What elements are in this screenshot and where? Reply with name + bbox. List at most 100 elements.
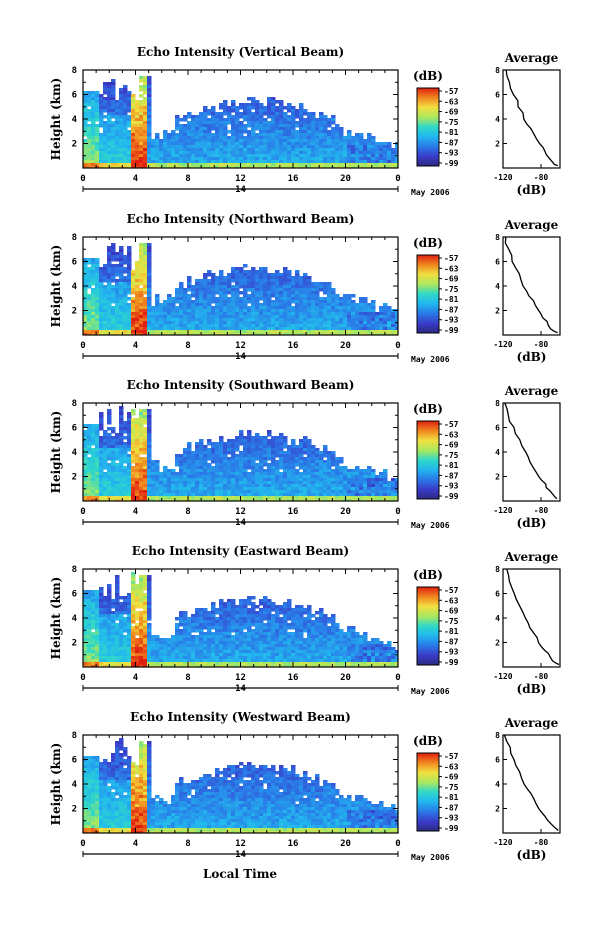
average-x-tick-label: -80 xyxy=(534,340,549,349)
colorbar-tick-label: -57 xyxy=(444,752,459,761)
colorbar xyxy=(416,586,440,666)
y-axis-label: Height (km) xyxy=(49,577,63,660)
colorbar-tick-label: -81 xyxy=(444,461,459,470)
date-label: May 2006 xyxy=(411,687,450,696)
colorbar-tick-label: -69 xyxy=(444,275,459,284)
y-tick-label: 8 xyxy=(72,233,77,243)
x-tick-label: 12 xyxy=(235,673,246,683)
average-y-tick-label: 8 xyxy=(495,731,500,740)
y-tick-label: 8 xyxy=(72,565,77,575)
colorbar-tick-label: -93 xyxy=(444,648,459,657)
x-axis-label: Local Time xyxy=(203,867,277,881)
day-label: 14 xyxy=(235,684,246,694)
average-frame xyxy=(502,734,561,834)
panel-4: Echo Intensity (Eastward Beam) 2 4 6 8 Height… xyxy=(49,544,561,696)
colorbar-tick-label: -69 xyxy=(444,773,459,782)
x-tick-label: 8 xyxy=(185,341,190,351)
date-label: May 2006 xyxy=(411,853,450,862)
colorbar xyxy=(416,87,440,167)
date-label: May 2006 xyxy=(411,521,450,530)
heatmap xyxy=(83,406,398,501)
x-tick-label: 16 xyxy=(288,507,299,517)
x-tick-label: 12 xyxy=(235,174,246,184)
x-tick-label: 4 xyxy=(133,507,139,517)
colorbar xyxy=(416,420,440,500)
average-y-tick-label: 2 xyxy=(495,473,500,482)
heatmap xyxy=(83,572,398,667)
x-tick-label: 20 xyxy=(340,839,351,849)
colorbar-tick-label: -87 xyxy=(444,803,459,812)
average-profile-line xyxy=(506,568,560,666)
y-tick-label: 4 xyxy=(72,780,78,790)
average-y-tick-label: 4 xyxy=(495,780,500,789)
colorbar-tick-label: -81 xyxy=(444,627,459,636)
panel-title: Echo Intensity (Northward Beam) xyxy=(127,212,355,226)
panel-title: Echo Intensity (Southward Beam) xyxy=(127,378,355,392)
x-tick-label: 16 xyxy=(288,174,299,184)
x-tick-label: 20 xyxy=(340,507,351,517)
colorbar-tick-label: -57 xyxy=(444,87,459,96)
x-tick-label: 12 xyxy=(235,839,246,849)
average-profile-line xyxy=(504,402,558,500)
colorbar-tick-label: -57 xyxy=(444,586,459,595)
average-frame xyxy=(502,236,561,336)
colorbar-tick-label: -69 xyxy=(444,607,459,616)
average-y-tick-label: 6 xyxy=(495,590,500,599)
x-tick-label: 0 xyxy=(80,839,85,849)
colorbar-unit: (dB) xyxy=(413,402,443,416)
average-x-label: (dB) xyxy=(517,350,547,364)
average-x-label: (dB) xyxy=(517,183,547,197)
average-profile-line xyxy=(504,236,558,334)
y-tick-label: 6 xyxy=(72,258,77,268)
panel-3: Echo Intensity (Southward Beam) 2 4 6 8 Heigh… xyxy=(49,378,561,530)
x-tick-label: 20 xyxy=(340,341,351,351)
x-tick-label: 4 xyxy=(133,673,139,683)
panel-title: Echo Intensity (Westward Beam) xyxy=(130,710,351,724)
colorbar-tick-label: -81 xyxy=(444,295,459,304)
average-y-tick-label: 2 xyxy=(495,805,500,814)
y-tick-label: 4 xyxy=(72,448,78,458)
colorbar-tick-label: -63 xyxy=(444,762,459,771)
average-x-tick-label: -120 xyxy=(493,173,512,182)
y-tick-label: 2 xyxy=(72,473,77,483)
y-tick-label: 2 xyxy=(72,307,77,317)
x-tick-label: 4 xyxy=(133,174,139,184)
colorbar-tick-label: -63 xyxy=(444,97,459,106)
colorbar-tick-label: -99 xyxy=(444,824,459,833)
colorbar-tick-label: -75 xyxy=(444,451,459,460)
panel-title: Echo Intensity (Vertical Beam) xyxy=(137,45,344,59)
colorbar-tick-label: -75 xyxy=(444,783,459,792)
colorbar-tick-label: -63 xyxy=(444,430,459,439)
x-tick-label: 20 xyxy=(340,174,351,184)
y-tick-label: 4 xyxy=(72,115,78,125)
date-label: May 2006 xyxy=(411,188,450,197)
average-y-tick-label: 4 xyxy=(495,282,500,291)
colorbar-tick-label: -69 xyxy=(444,441,459,450)
heatmap xyxy=(83,738,398,833)
day-label: 14 xyxy=(235,850,246,860)
average-x-label: (dB) xyxy=(517,516,547,530)
colorbar-tick-label: -81 xyxy=(444,128,459,137)
average-x-tick-label: -80 xyxy=(534,672,549,681)
colorbar-tick-label: -69 xyxy=(444,108,459,117)
average-x-tick-label: -80 xyxy=(534,173,549,182)
y-tick-label: 6 xyxy=(72,590,77,600)
average-frame xyxy=(502,69,561,169)
average-x-tick-label: -120 xyxy=(493,672,512,681)
y-tick-label: 2 xyxy=(72,639,77,649)
average-y-tick-label: 8 xyxy=(495,233,500,242)
x-tick-label: 0 xyxy=(395,673,400,683)
date-label: May 2006 xyxy=(411,355,450,364)
average-profile-line xyxy=(503,734,559,831)
average-y-tick-label: 2 xyxy=(495,140,500,149)
panel-5: Echo Intensity (Westward Beam) 2 4 6 8 Height… xyxy=(49,710,561,862)
x-tick-label: 4 xyxy=(133,341,139,351)
colorbar-tick-label: -57 xyxy=(444,254,459,263)
y-tick-label: 2 xyxy=(72,140,77,150)
y-axis-label: Height (km) xyxy=(49,743,63,826)
colorbar-tick-label: -99 xyxy=(444,326,459,335)
average-x-tick-label: -80 xyxy=(534,838,549,847)
colorbar-unit: (dB) xyxy=(413,568,443,582)
average-title: Average xyxy=(504,51,559,65)
